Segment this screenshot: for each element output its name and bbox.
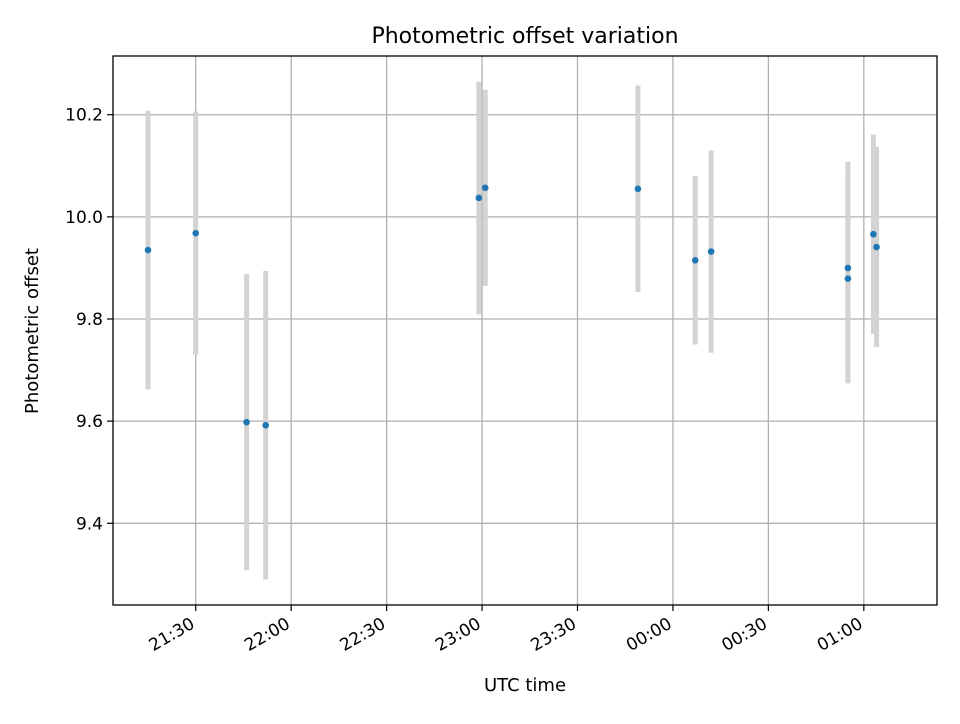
data-point xyxy=(691,256,699,264)
grid xyxy=(113,56,937,605)
y-axis-label: Photometric offset xyxy=(22,248,43,414)
y-tick-label: 9.4 xyxy=(76,514,103,534)
chart-title: Photometric offset variation xyxy=(371,24,678,49)
data-point xyxy=(243,418,250,426)
data-point xyxy=(262,421,270,429)
data-point xyxy=(873,243,880,251)
x-axis-label: UTC time xyxy=(484,675,566,696)
y-tick-label: 10.2 xyxy=(65,106,103,126)
y-axis-ticks: 9.4 9.6 9.8 10.0 10.2 xyxy=(65,106,113,534)
data-point xyxy=(844,275,852,282)
data-point xyxy=(870,230,877,238)
data-point xyxy=(475,194,483,202)
data-point xyxy=(192,229,200,237)
data-point xyxy=(634,185,642,193)
data-points xyxy=(144,184,880,429)
y-tick-label: 10.0 xyxy=(65,208,103,228)
y-tick-label: 9.8 xyxy=(76,310,103,330)
data-point xyxy=(144,246,152,254)
data-point xyxy=(707,248,715,255)
y-tick-label: 9.6 xyxy=(76,412,103,432)
data-point xyxy=(481,184,489,192)
data-point xyxy=(844,264,852,272)
plot-frame xyxy=(112,55,938,606)
